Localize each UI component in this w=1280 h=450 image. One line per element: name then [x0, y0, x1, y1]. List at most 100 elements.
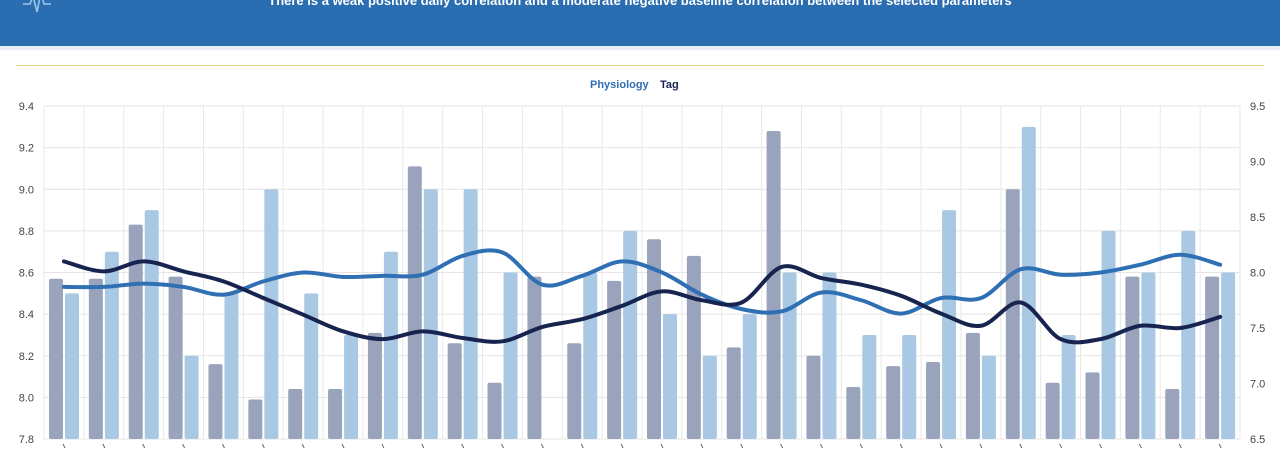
physiology-bar	[344, 334, 359, 439]
x-tick-mark	[859, 443, 863, 449]
x-tick-mark	[700, 443, 704, 449]
right-tick-label: 8.5	[1250, 212, 1265, 224]
x-tick-mark	[780, 443, 784, 449]
right-tick-label: 9.5	[1250, 101, 1265, 113]
physiology-bar	[862, 334, 877, 439]
physiology-bar	[65, 293, 79, 439]
tag-bar	[88, 278, 103, 439]
right-tick-label: 7.5	[1250, 323, 1265, 335]
left-tick-label: 7.8	[19, 434, 34, 446]
physiology-bar	[702, 355, 717, 439]
x-tick-mark	[501, 443, 504, 449]
tag-bar	[487, 382, 502, 439]
tag-bar	[806, 355, 821, 439]
header-banner: There is a weak positive daily correlati…	[0, 0, 1280, 46]
tag-bar	[1005, 189, 1020, 439]
physiology-bar	[184, 355, 199, 439]
tag-bar	[1165, 389, 1180, 439]
header-shadow	[0, 46, 1280, 50]
tag-bar	[128, 224, 143, 439]
line-series	[62, 248, 1223, 345]
x-tick-mark	[620, 443, 624, 449]
tag-bar	[686, 255, 701, 439]
physiology-bar	[902, 334, 917, 439]
tag-bar	[1045, 382, 1060, 439]
tag-bar	[726, 347, 741, 439]
tag-bar	[49, 278, 63, 439]
tag-bar	[647, 239, 661, 439]
legend-physiology[interactable]: Physiology	[590, 79, 650, 91]
physiology-bar	[383, 251, 398, 439]
tag-bar	[886, 366, 901, 439]
physiology-bar	[503, 272, 518, 439]
x-tick-mark	[1178, 443, 1182, 449]
x-tick-mark	[142, 443, 146, 449]
bar-series	[49, 126, 1236, 439]
left-tick-label: 8.8	[19, 226, 34, 238]
tag-bar	[527, 276, 542, 439]
right-tick-label: 8.0	[1250, 268, 1265, 280]
physiology-bar	[144, 210, 159, 439]
x-tick-mark	[102, 443, 106, 449]
tag-bar	[1205, 276, 1220, 439]
physiology-bar	[1221, 272, 1236, 439]
x-tick-mark	[580, 443, 584, 449]
x-tick-mark	[820, 443, 823, 449]
x-tick-mark	[421, 443, 425, 449]
tag-bar	[1125, 276, 1140, 439]
tag-bar	[607, 280, 622, 439]
chart-legend: Physiology Tag	[590, 79, 679, 91]
x-tick-mark	[461, 443, 465, 449]
physiology-bar	[742, 314, 757, 439]
x-tick-mark	[261, 443, 265, 449]
left-axis-ticks: 7.8 8.0 8.2 8.4 8.6 8.8 9.0 9.2 9.4	[19, 101, 34, 446]
physiology-bar	[304, 293, 319, 439]
x-tick-mark	[1059, 443, 1063, 449]
physiology-bar	[264, 189, 279, 439]
physiology-bar	[942, 210, 957, 439]
x-tick-mark	[1138, 443, 1142, 449]
physiology-bar	[782, 272, 797, 439]
correlation-chart: 7.8 8.0 8.2 8.4 8.6 8.8 9.0 9.2 9.4 6.5 7.0 7.5 8.0…	[19, 79, 1265, 449]
right-tick-label: 7.0	[1250, 379, 1265, 391]
x-tick-mark	[740, 443, 744, 449]
left-tick-label: 9.2	[19, 143, 34, 155]
tag-bar	[168, 276, 183, 439]
x-tick-mark	[540, 443, 544, 449]
physiology-bar	[224, 293, 239, 439]
tag-bar	[965, 332, 980, 439]
tag-bar	[367, 332, 382, 439]
x-tick-mark	[1019, 443, 1023, 449]
x-tick-mark	[222, 443, 225, 449]
tag-bar	[288, 389, 303, 439]
tag-bar	[926, 361, 941, 439]
x-tick-mark	[899, 443, 903, 449]
correlation-message: There is a weak positive daily correlati…	[268, 0, 1012, 8]
left-tick-label: 9.4	[19, 101, 34, 113]
left-tick-label: 8.2	[19, 351, 34, 363]
physiology-bar	[981, 355, 996, 439]
physiology-line	[62, 248, 1223, 316]
physiology-bar	[663, 314, 677, 439]
tag-bar	[1085, 372, 1100, 439]
right-axis-ticks: 6.5 7.0 7.5 8.0 8.5 9.0 9.5	[1250, 101, 1265, 446]
x-tick-mark	[341, 443, 345, 449]
physiology-bar	[1021, 126, 1036, 439]
x-tick-mark	[1218, 443, 1222, 449]
tag-bar	[766, 130, 781, 439]
tag-line	[62, 259, 1223, 345]
legend-tag[interactable]: Tag	[660, 79, 679, 91]
physiology-bar	[822, 272, 837, 439]
physiology-bar	[623, 230, 638, 439]
tag-bar	[567, 343, 582, 439]
tag-bar	[846, 386, 861, 439]
x-tick-mark	[939, 443, 943, 449]
x-tick-mark	[381, 443, 385, 449]
x-tick-mark	[660, 443, 664, 449]
physiology-bar	[463, 189, 478, 439]
physiology-bar	[1061, 334, 1076, 439]
tag-bar	[248, 399, 263, 439]
tag-bar	[328, 389, 343, 439]
heartbeat-logo-icon	[23, 0, 51, 13]
left-tick-label: 8.4	[19, 309, 34, 321]
